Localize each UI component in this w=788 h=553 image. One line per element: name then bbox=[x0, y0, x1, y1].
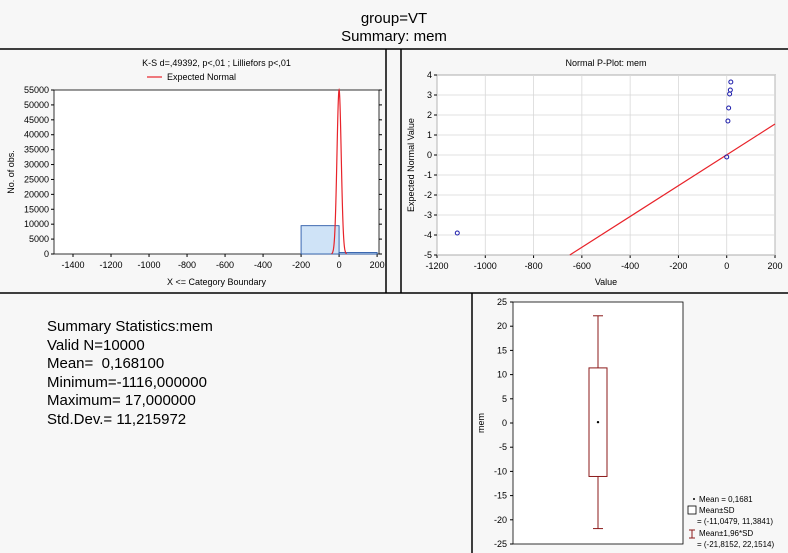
boxplot-y-tick-label: -10 bbox=[494, 466, 507, 476]
legend-label-expected-normal: Expected Normal bbox=[167, 72, 236, 82]
stats-maximum: Maximum= 17,000000 bbox=[47, 392, 196, 410]
pplot-y-tick-label: -3 bbox=[424, 210, 432, 220]
boxplot-legend-sd-range: = (-11,0479, 11,3841) bbox=[697, 517, 773, 526]
boxplot-y-tick-label: 25 bbox=[497, 297, 507, 307]
histogram-title: K-S d=,49392, p<,01 ; Lilliefors p<,01 bbox=[142, 58, 291, 68]
histogram-x-tick-label: -200 bbox=[292, 260, 310, 270]
pplot-x-tick-label: -600 bbox=[573, 261, 591, 271]
histogram-x-axis-label: X <= Category Boundary bbox=[167, 277, 267, 287]
header-summary: Summary: mem bbox=[341, 28, 447, 45]
pplot-y-tick-label: -2 bbox=[424, 190, 432, 200]
pplot-reference-line bbox=[569, 123, 776, 256]
header-group: group=VT bbox=[360, 10, 428, 27]
pplot-y-tick-label: -5 bbox=[424, 250, 432, 260]
histogram-x-tick-label: 200 bbox=[370, 260, 385, 270]
boxplot-legend-196sd: Mean±1,96*SD bbox=[699, 529, 753, 538]
histogram-x-tick-label: -1000 bbox=[138, 260, 161, 270]
pplot-point bbox=[724, 154, 730, 160]
stats-title: Summary Statistics:mem bbox=[47, 318, 213, 335]
pplot-point bbox=[728, 79, 734, 85]
histogram-y-tick-label: 30000 bbox=[24, 160, 49, 170]
pplot-x-tick-label: -1000 bbox=[474, 261, 497, 271]
boxplot-y-tick-label: 5 bbox=[502, 394, 507, 404]
histogram-x-tick-label: -1200 bbox=[100, 260, 123, 270]
boxplot-y-tick-label: -15 bbox=[494, 491, 507, 501]
boxplot-y-tick-label: -20 bbox=[494, 515, 507, 525]
pplot-y-tick-label: 2 bbox=[427, 110, 432, 120]
histogram-y-tick-label: 0 bbox=[44, 249, 49, 259]
boxplot-y-tick-label: -5 bbox=[499, 442, 507, 452]
pplot-x-tick-label: -800 bbox=[525, 261, 543, 271]
boxplot-y-tick-label: 0 bbox=[502, 418, 507, 428]
summary-statistics: Summary Statistics:mem Valid N=10000 Mea… bbox=[47, 318, 213, 430]
histogram-y-tick-label: 45000 bbox=[24, 115, 49, 125]
histogram-y-tick-label: 35000 bbox=[24, 145, 49, 155]
pplot-title: Normal P-Plot: mem bbox=[565, 58, 646, 68]
boxplot-legend-mean: Mean = 0,1681 bbox=[699, 495, 753, 504]
pplot-x-tick-label: -400 bbox=[621, 261, 639, 271]
histogram-x-tick-label: -400 bbox=[254, 260, 272, 270]
histogram-x-tick-label: 0 bbox=[337, 260, 342, 270]
pplot-y-tick-label: 0 bbox=[427, 150, 432, 160]
pplot-y-tick-label: 3 bbox=[427, 90, 432, 100]
histogram-x-tick-label: -800 bbox=[178, 260, 196, 270]
boxplot-legend-196sd-range: = (-21,8152, 22,1514) bbox=[697, 540, 775, 549]
pplot-x-tick-label: -1200 bbox=[425, 261, 448, 271]
histogram-y-tick-label: 10000 bbox=[24, 219, 49, 229]
histogram-x-tick-label: -1400 bbox=[61, 260, 84, 270]
boxplot-y-axis-label: mem bbox=[476, 413, 486, 433]
pplot-x-axis-label: Value bbox=[595, 277, 617, 287]
pplot-point bbox=[454, 230, 460, 236]
pplot-x-tick-label: 0 bbox=[724, 261, 729, 271]
stats-std-dev: Std.Dev.= 11,215972 bbox=[47, 410, 187, 428]
pplot-point bbox=[725, 118, 731, 124]
histogram-y-tick-label: 50000 bbox=[24, 100, 49, 110]
boxplot-y-tick-label: 10 bbox=[497, 370, 507, 380]
boxplot-legend-sd-marker bbox=[687, 505, 697, 515]
histogram-x-tick-label: -600 bbox=[216, 260, 234, 270]
pplot-point bbox=[727, 87, 733, 93]
boxplot-y-tick-label: 20 bbox=[497, 321, 507, 331]
boxplot-mean-point bbox=[596, 420, 600, 424]
boxplot-y-tick-label: 15 bbox=[497, 345, 507, 355]
boxplot-legend-mean-marker bbox=[693, 498, 695, 500]
histogram-y-tick-label: 5000 bbox=[29, 234, 49, 244]
stats-minimum: Minimum=-1116,000000 bbox=[47, 373, 207, 391]
boxplot-y-tick-label: -25 bbox=[494, 539, 507, 549]
pplot-x-tick-label: -200 bbox=[669, 261, 687, 271]
histogram-bar bbox=[338, 252, 378, 255]
pplot-point bbox=[726, 105, 732, 111]
boxplot-legend-sd: Mean±SD bbox=[699, 506, 735, 515]
pplot-x-tick-label: 200 bbox=[767, 261, 782, 271]
pplot-y-tick-label: 1 bbox=[427, 130, 432, 140]
expected-normal-curve bbox=[331, 87, 347, 255]
histogram-y-tick-label: 20000 bbox=[24, 189, 49, 199]
stats-valid-n: Valid N=10000 bbox=[47, 336, 145, 354]
histogram-y-tick-label: 55000 bbox=[24, 85, 49, 95]
pplot-y-tick-label: -4 bbox=[424, 230, 432, 240]
histogram-y-tick-label: 15000 bbox=[24, 204, 49, 214]
pplot-y-tick-label: -1 bbox=[424, 170, 432, 180]
histogram-bar bbox=[300, 225, 340, 255]
histogram-y-tick-label: 40000 bbox=[24, 130, 49, 140]
histogram-y-tick-label: 25000 bbox=[24, 174, 49, 184]
stats-mean: Mean= 0,168100 bbox=[47, 355, 165, 373]
histogram-y-axis-label: No. of obs. bbox=[6, 150, 16, 194]
pplot-y-tick-label: 4 bbox=[427, 70, 432, 80]
pplot-y-axis-label: Expected Normal Value bbox=[406, 118, 416, 212]
pplot-plot-area bbox=[436, 74, 776, 256]
